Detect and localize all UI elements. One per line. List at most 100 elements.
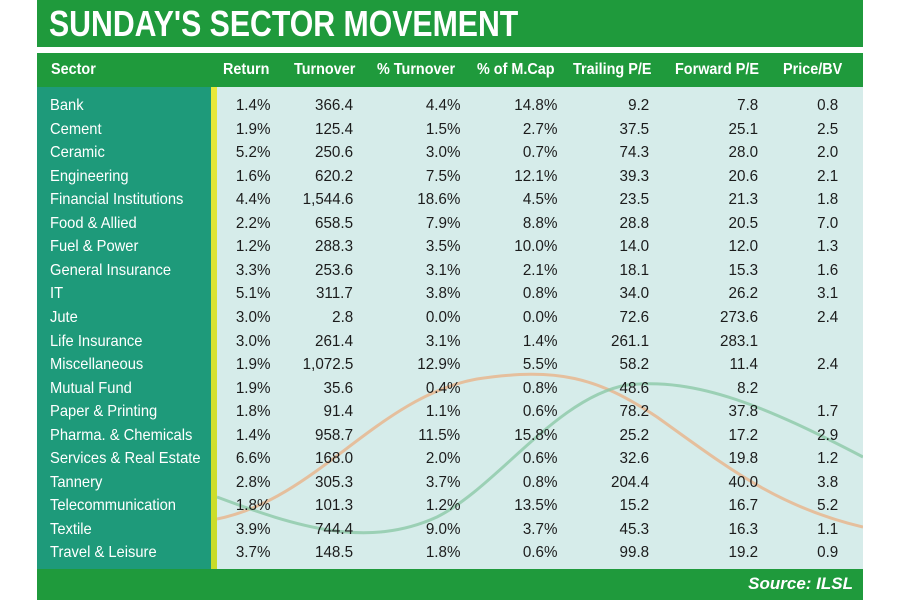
value-cell: 2.8% xyxy=(235,473,270,491)
value-cell: 1.1 xyxy=(816,520,838,538)
value-cell: 28.8 xyxy=(619,214,649,232)
value-cell: 1.4% xyxy=(522,332,557,350)
value-cell: 3.0% xyxy=(235,332,270,350)
value-cell: 19.8 xyxy=(728,450,758,468)
value-cell: 273.6 xyxy=(719,308,758,326)
value-cell: 78.2 xyxy=(619,403,649,421)
value-cell: 1.4% xyxy=(235,97,270,114)
sector-name: Jute xyxy=(50,308,78,326)
sector-name: Fuel & Power xyxy=(50,238,139,256)
header-cell: Trailing P/E xyxy=(573,61,652,78)
sector-name: Ceramic xyxy=(50,144,105,162)
value-cell: 13.5% xyxy=(513,497,557,515)
value-cell: 12.0 xyxy=(728,238,758,256)
value-cell: 3.9% xyxy=(235,520,270,538)
table-row: Jute 3.0% 2.8 0.0% 0.0% 72.6 273.6 2.4 xyxy=(37,306,863,329)
value-cell: 7.5% xyxy=(425,167,460,185)
value-cell: 99.8 xyxy=(619,544,649,562)
table-row: Fuel & Power 1.2% 288.3 3.5% 10.0% 14.0 12.0 1.… xyxy=(37,235,863,258)
value-cell: 7.9% xyxy=(425,214,460,232)
value-cell: 3.5% xyxy=(425,238,460,256)
accent-stripe xyxy=(211,87,217,569)
sector-name: Travel & Leisure xyxy=(50,544,157,562)
value-cell: 101.3 xyxy=(314,497,353,515)
value-cell: 2.8 xyxy=(331,308,353,326)
value-cell: 20.6 xyxy=(728,167,758,185)
value-cell: 3.1% xyxy=(425,261,460,279)
header-cell: Return xyxy=(223,61,270,78)
value-cell: 3.7% xyxy=(522,520,557,538)
value-cell: 32.6 xyxy=(619,450,649,468)
value-cell: 11.5% xyxy=(418,426,460,444)
value-cell: 0.0% xyxy=(522,308,557,326)
value-cell: 58.2 xyxy=(619,356,649,374)
value-cell: 3.7% xyxy=(425,473,460,491)
value-cell: 8.2 xyxy=(736,379,758,397)
value-cell: 91.4 xyxy=(323,403,353,421)
sector-name: Mutual Fund xyxy=(50,379,132,397)
value-cell: 1.6 xyxy=(816,261,838,279)
value-cell: 23.5 xyxy=(619,191,649,209)
sector-name: Telecommunication xyxy=(50,497,176,515)
value-cell: 283.1 xyxy=(719,332,758,350)
table-body: Bank 1.4% 366.4 4.4% 14.8% 9.2 7.8 0.8 Cement 1.9… xyxy=(37,87,863,569)
value-cell: 4.4% xyxy=(425,97,460,114)
value-cell: 168.0 xyxy=(314,450,353,468)
value-cell: 3.3% xyxy=(235,261,270,279)
value-cell: 1.8% xyxy=(235,403,270,421)
source-credit: Source: ILSL xyxy=(748,574,853,593)
sector-name: Food & Allied xyxy=(50,214,137,232)
value-cell: 1.3 xyxy=(816,238,838,256)
value-cell: 15.8% xyxy=(513,426,557,444)
value-cell: 2.0% xyxy=(425,450,460,468)
value-cell: 45.3 xyxy=(619,520,649,538)
value-cell: 1.9% xyxy=(235,379,270,397)
table-row: Cement 1.9% 125.4 1.5% 2.7% 37.5 25.1 2.5 xyxy=(37,118,863,141)
value-cell: 0.0% xyxy=(425,308,460,326)
value-cell: 7.0 xyxy=(816,214,838,232)
value-cell: 10.0% xyxy=(513,238,557,256)
value-cell: 3.0% xyxy=(425,144,460,162)
header-cell: % of M.Cap xyxy=(477,61,555,78)
value-cell: 17.2 xyxy=(728,426,758,444)
value-cell: 37.8 xyxy=(728,403,758,421)
value-cell: 15.2 xyxy=(619,497,649,515)
table-row: Telecommunication 1.8% 101.3 1.2% 13.5% 15.2 1… xyxy=(37,494,863,517)
value-cell: 11.4 xyxy=(729,356,758,374)
value-cell: 18.6% xyxy=(416,191,460,209)
sector-name: Tannery xyxy=(50,473,103,491)
sector-name: Bank xyxy=(50,97,84,114)
value-cell: 1.8 xyxy=(816,191,838,209)
table-row: Travel & Leisure 3.7% 148.5 1.8% 0.6% 99.8 19.… xyxy=(37,541,863,564)
value-cell: 0.9 xyxy=(816,544,838,562)
sector-name: General Insurance xyxy=(50,261,172,279)
value-cell: 9.0% xyxy=(425,520,460,538)
table-row: Engineering 1.6% 620.2 7.5% 12.1% 39.3 20.6 2.1 xyxy=(37,165,863,188)
value-cell: 288.3 xyxy=(314,238,353,256)
value-cell: 250.6 xyxy=(314,144,353,162)
value-cell: 658.5 xyxy=(314,214,353,232)
value-cell: 620.2 xyxy=(314,167,353,185)
sector-name: Services & Real Estate xyxy=(50,450,201,468)
table-row: Ceramic 5.2% 250.6 3.0% 0.7% 74.3 28.0 2.0 xyxy=(37,141,863,164)
header-cell: Turnover xyxy=(294,61,356,78)
value-cell: 204.4 xyxy=(610,473,649,491)
value-cell: 0.6% xyxy=(522,450,557,468)
value-cell: 2.1% xyxy=(522,261,557,279)
value-cell: 5.1% xyxy=(235,285,270,303)
table-row: Life Insurance 3.0% 261.4 3.1% 1.4% 261.1 283.… xyxy=(37,330,863,353)
table-row: Paper & Printing 1.8% 91.4 1.1% 0.6% 78.2 37.8… xyxy=(37,400,863,423)
value-cell: 2.0 xyxy=(816,144,838,162)
value-cell: 39.3 xyxy=(619,167,649,185)
value-cell: 2.2% xyxy=(235,214,270,232)
value-cell: 305.3 xyxy=(314,473,353,491)
sector-name: Miscellaneous xyxy=(50,356,144,374)
value-cell: 0.8 xyxy=(816,97,838,114)
table-row: Financial Institutions 4.4% 1,544.6 18.6% 4.… xyxy=(37,188,863,211)
table-row: Bank 1.4% 366.4 4.4% 14.8% 9.2 7.8 0.8 xyxy=(37,94,863,117)
value-cell: 8.8% xyxy=(522,214,557,232)
value-cell: 25.2 xyxy=(619,426,649,444)
value-cell: 5.5% xyxy=(522,356,557,374)
value-cell: 0.6% xyxy=(522,403,557,421)
value-cell: 744.4 xyxy=(314,520,353,538)
